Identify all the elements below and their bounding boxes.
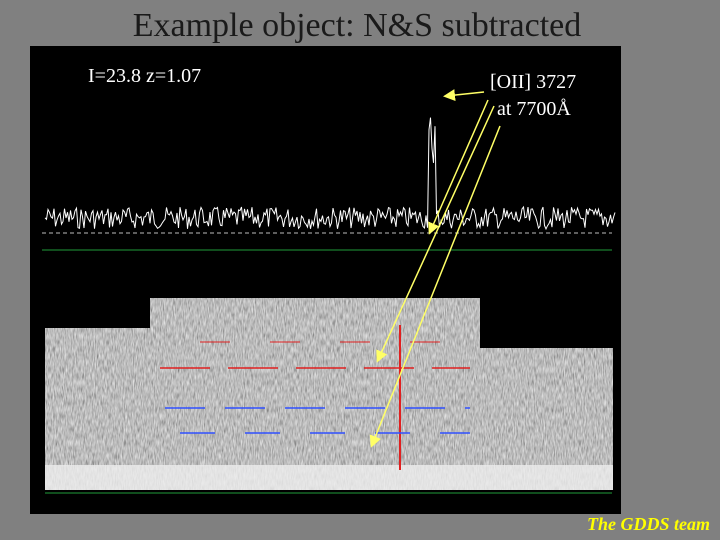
mask	[45, 298, 150, 328]
footer: The GDDS team	[587, 514, 710, 534]
slide-title: Example object: N&S subtracted	[133, 7, 582, 44]
wavelength-label: at 7700Å	[497, 98, 571, 120]
arrow	[443, 89, 485, 102]
spectrum-2d	[45, 298, 613, 490]
arrow	[369, 125, 501, 448]
arrow	[376, 105, 495, 363]
arrows	[369, 89, 501, 448]
mask	[480, 298, 613, 348]
sky-band	[45, 465, 613, 490]
arrow	[428, 99, 489, 235]
spectrum-trace	[44, 117, 616, 231]
spectrum	[44, 117, 616, 231]
object-label: I=23.8 z=1.07	[88, 65, 201, 87]
line-label: [OII] 3727	[490, 71, 576, 93]
